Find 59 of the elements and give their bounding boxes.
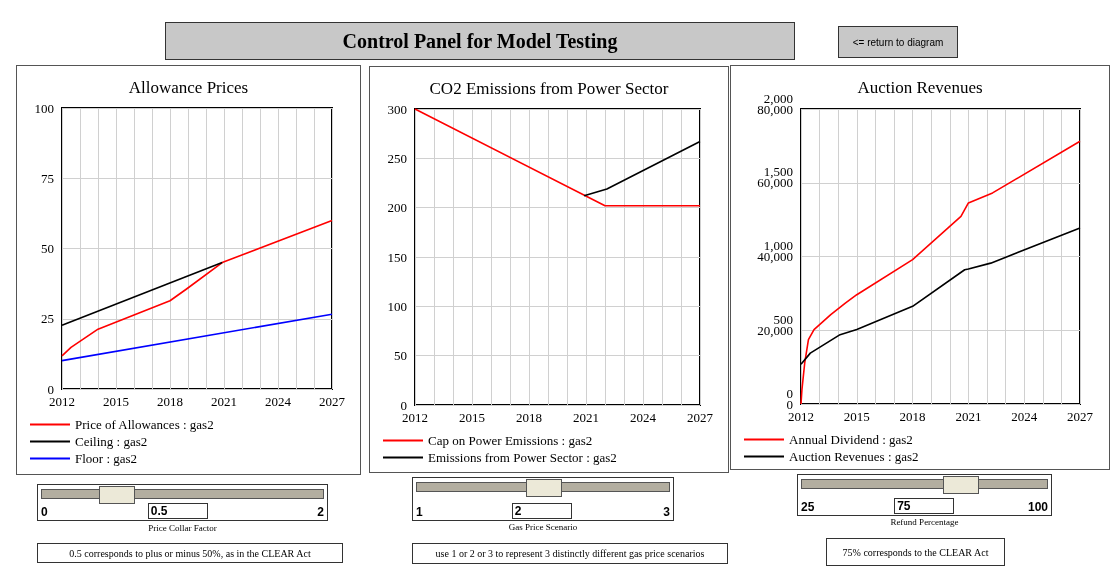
x-tick-label: 2024 [630, 410, 657, 425]
y-tick-label: 0 [47, 381, 54, 397]
x-tick-label: 2015 [843, 409, 870, 424]
x-tick-label: 2027 [1067, 409, 1094, 424]
text: Refund Percentage [889, 517, 960, 527]
x-tick-label: 2021 [211, 394, 237, 409]
legend-label: Cap on Power Emissions : gas2 [428, 433, 593, 448]
text: Gas Price Scenario [507, 522, 579, 532]
y-tick-label: 500 [773, 311, 793, 327]
y-tick-label: 0 [400, 397, 407, 413]
text: 25 [801, 500, 815, 514]
x-tick-label: 2027 [319, 394, 346, 409]
text: 75% corresponds to the CLEAR Act [826, 538, 1005, 566]
x-tick-label: 2021 [573, 410, 599, 425]
x-tick-label: 2012 [49, 394, 75, 409]
x-tick-label: 2015 [103, 394, 129, 409]
chart-title: Auction Revenues [857, 78, 983, 97]
x-tick-label: 2012 [788, 409, 814, 424]
value-field: 0.5 [147, 503, 208, 519]
text: <= return to diagram [838, 26, 958, 58]
y-tick-label: 100 [34, 100, 54, 116]
y-tick-label: 100 [387, 298, 407, 314]
x-tick-label: 2012 [402, 410, 428, 425]
y-tick-label: 250 [387, 150, 407, 166]
y-tick-label: 50 [394, 348, 407, 364]
y-tick-label: 0 [786, 385, 793, 401]
y-tick-label: 75 [41, 170, 54, 186]
x-tick-label: 2015 [459, 410, 485, 425]
text: Price Collar Factor [147, 523, 218, 533]
y-tick-label: 300 [387, 101, 407, 117]
x-tick-label: 2018 [516, 410, 542, 425]
legend-label: Price of Allowances : gas2 [75, 417, 214, 432]
legend-label: Auction Revenues : gas2 [789, 449, 919, 464]
x-tick-label: 2024 [1011, 409, 1038, 424]
legend-label: Emissions from Power Sector : gas2 [428, 450, 617, 465]
y-tick-label: 25 [41, 311, 54, 327]
x-tick-label: 2018 [899, 409, 926, 424]
value-field: 2 [511, 503, 572, 519]
line-series [61, 219, 333, 357]
chart-title: CO2 Emissions from Power Sector [429, 79, 669, 98]
text: 100 [1027, 500, 1048, 514]
text: use 1 or 2 or 3 to represent 3 distinctly different gas price scenarios [412, 543, 728, 564]
text: 3 [663, 505, 670, 519]
x-tick-label: 2024 [265, 394, 292, 409]
x-tick-label: 2027 [687, 410, 714, 425]
chart-title: Allowance Prices [128, 78, 249, 97]
y-tick-label: 50 [41, 241, 54, 256]
x-tick-label: 2018 [157, 394, 183, 409]
legend-label: Ceiling : gas2 [75, 434, 148, 449]
text: 1 [416, 505, 423, 519]
legend-label: Floor : gas2 [75, 451, 138, 466]
legend-label: Annual Dividend : gas2 [789, 432, 913, 447]
y-tick-label: 200 [387, 200, 407, 216]
y-tick-label: 150 [387, 249, 407, 265]
value-field: 75 [894, 498, 955, 514]
text: 0.5 corresponds to plus or minus 50%, as in the CLEAR Act [37, 543, 343, 563]
text: Control Panel for Model Testing [165, 22, 795, 60]
x-tick-label: 2021 [955, 409, 982, 424]
text: 2 [317, 505, 324, 519]
